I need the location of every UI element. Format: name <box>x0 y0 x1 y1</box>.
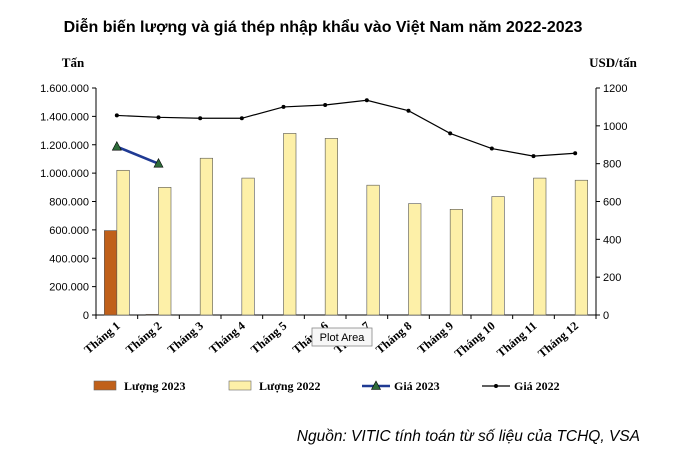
right-axis-unit: USD/tấn <box>589 55 637 70</box>
line-point <box>364 98 369 103</box>
category-label: Tháng 3 <box>165 319 206 357</box>
right-tick-label: 400 <box>603 234 621 246</box>
category-label: Tháng 10 <box>452 319 498 361</box>
category-label: Tháng 2 <box>123 319 164 357</box>
plot-area[interactable]: 0 200.000 400.000 600.000 800.000 1.000.000 1.… <box>40 83 627 360</box>
category-label: Tháng 9 <box>415 319 456 357</box>
legend-marker <box>371 380 381 390</box>
legend: Lượng 2023 Lượng 2022 Giá 2023 Giá 2022 <box>93 379 560 393</box>
legend-swatch <box>228 380 252 391</box>
bar <box>145 313 159 316</box>
line-point <box>281 104 286 109</box>
line-point <box>198 116 203 121</box>
series-line <box>116 145 159 165</box>
left-tick-label: 1.200.000 <box>40 140 89 152</box>
left-tick-label: 1.600.000 <box>40 83 89 95</box>
line-point <box>406 108 411 113</box>
bar <box>574 179 588 316</box>
category-label: Tháng 5 <box>248 319 289 357</box>
line-point <box>323 103 328 108</box>
category-label: Tháng 8 <box>373 319 414 357</box>
bar <box>158 187 172 316</box>
line-point <box>489 146 494 151</box>
bar <box>408 203 422 316</box>
bar <box>366 184 380 316</box>
legend-label: Giá 2023 <box>394 379 440 393</box>
category-label: Tháng 1 <box>81 319 122 357</box>
right-tick-label: 0 <box>603 310 609 322</box>
bar <box>116 169 130 316</box>
bar <box>199 157 213 316</box>
right-tick-label: 1200 <box>603 83 627 95</box>
bar <box>104 230 118 316</box>
right-tick-label: 600 <box>603 197 621 209</box>
right-tick-label: 1000 <box>603 121 627 133</box>
left-axis-unit: Tấn <box>62 55 85 70</box>
left-tick-label: 400.000 <box>49 253 89 265</box>
line-point <box>573 151 578 156</box>
left-tick-label: 1.000.000 <box>40 168 89 180</box>
bar <box>324 138 338 316</box>
bar <box>283 133 297 316</box>
category-label: Tháng 4 <box>206 319 247 357</box>
line-point <box>448 131 453 136</box>
tooltip-box <box>311 327 373 347</box>
tooltip-text: Plot Area <box>320 332 366 344</box>
legend-swatch <box>93 380 117 391</box>
line-point <box>111 141 122 151</box>
line-point <box>156 115 161 120</box>
legend-label: Giá 2022 <box>514 379 560 393</box>
line-point <box>239 116 244 121</box>
right-tick-label: 800 <box>603 159 621 171</box>
right-tick-label: 200 <box>603 272 621 284</box>
left-tick-label: 200.000 <box>49 282 89 294</box>
source-note: Nguồn: VITIC tính toán từ số liệu của TC… <box>297 428 640 445</box>
left-tick-label: 800.000 <box>49 197 89 209</box>
legend-label: Lượng 2022 <box>259 379 321 393</box>
bar <box>241 177 255 316</box>
series-line <box>116 99 576 157</box>
category-label: Tháng 11 <box>494 319 540 360</box>
plot-area-tooltip: Plot Area <box>311 327 373 347</box>
line-point <box>114 113 119 118</box>
line-point <box>531 154 536 159</box>
legend-label: Lượng 2023 <box>124 379 186 393</box>
line-point <box>153 158 164 168</box>
left-tick-label: 600.000 <box>49 225 89 237</box>
left-tick-label: 1.400.000 <box>40 111 89 123</box>
left-tick-label: 0 <box>83 310 89 322</box>
category-label: Tháng 12 <box>535 319 581 361</box>
legend-marker <box>494 384 498 388</box>
chart-title: Diễn biến lượng và giá thép nhập khẩu và… <box>64 17 583 36</box>
bar <box>491 196 505 316</box>
bar <box>533 177 547 316</box>
bar <box>449 209 463 316</box>
